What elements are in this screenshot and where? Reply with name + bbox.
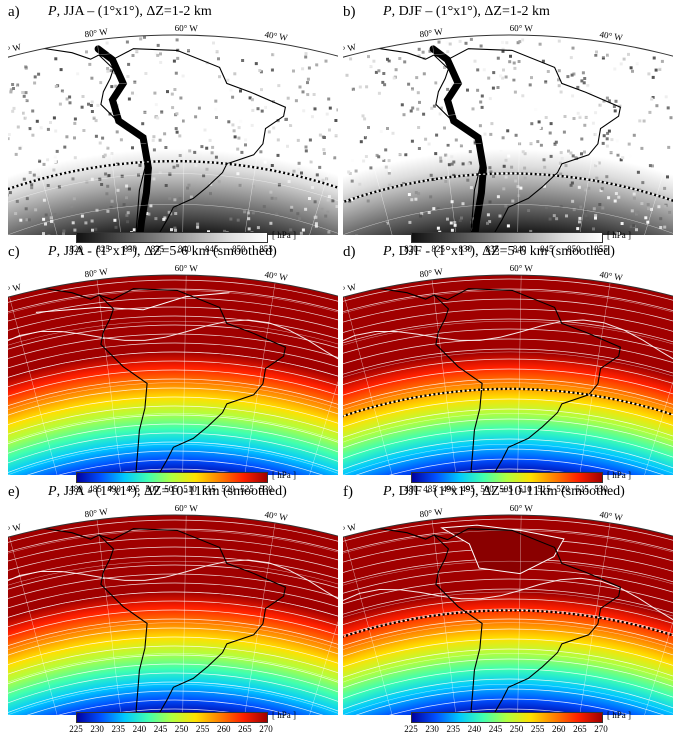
panel-title: P, DJF - (1°x1°), ΔZ=10-11km (smoothed) (383, 484, 625, 500)
longitude-label: 80° W (84, 26, 109, 39)
panel-title-text: , JJA - (1°x1°), ΔZ=5-6 km (smoothed) (57, 244, 277, 259)
panel-title-variable: P (48, 484, 57, 499)
panel-title: P, DJF - (1°x1°), ΔZ=5-6 km (smoothed) (383, 244, 615, 260)
longitude-label: 60° W (510, 23, 534, 33)
colorbar-tick-label: 250 (175, 724, 189, 734)
map-plot: 120° W100° W80° W60° W40° W20° W0°0°20° … (8, 500, 338, 715)
panel-title-variable: P (48, 244, 57, 259)
map-plot: 120° W100° W80° W60° W40° W20° W0°0°20° … (8, 20, 338, 235)
colorbar-unit: [ hPa ] (272, 470, 296, 480)
longitude-label: 60° W (510, 263, 534, 273)
colorbar-tick-label: 240 (468, 724, 482, 734)
colorbar-tick-label: 260 (552, 724, 566, 734)
longitude-label: 80° W (84, 506, 109, 519)
colorbar-unit: [ hPa ] (607, 470, 631, 480)
panel-title: P, JJA - (1°x1°), ΔZ=5-6 km (smoothed) (48, 244, 277, 260)
longitude-label: 40° W (264, 29, 289, 43)
panel-title: P, JJA - (1°x1°), ΔZ=10-11km (smoothed) (48, 484, 287, 500)
colorbar-unit: [ hPa ] (607, 710, 631, 720)
colorbar-tick-label: 260 (217, 724, 231, 734)
colorbar-tick-label: 270 (259, 724, 273, 734)
colorbar-tick-label: 250 (510, 724, 524, 734)
colorbar-tick-label: 255 (196, 724, 210, 734)
colorbar-gradient (76, 472, 268, 483)
longitude-label: 40° W (599, 29, 624, 43)
map-panel-f: f) P, DJF - (1°x1°), ΔZ=10-11km (smoothed… (343, 484, 673, 724)
panel-title-text: , JJA - (1°x1°), ΔZ=10-11km (smoothed) (57, 484, 287, 499)
longitude-label: 80° W (419, 266, 444, 279)
longitude-label: 60° W (175, 23, 199, 33)
map-panel-d: d) P, DJF - (1°x1°), ΔZ=5-6 km (smoothed)… (343, 244, 673, 484)
colorbar-unit: [ hPa ] (272, 710, 296, 720)
colorbar-tick-label: 270 (594, 724, 608, 734)
map-plot: 120° W100° W80° W60° W40° W20° W0°0°20° … (343, 20, 673, 235)
map-panel-e: e) P, JJA - (1°x1°), ΔZ=10-11km (smoothed… (8, 484, 338, 724)
panel-title-text: , DJF – (1°x1°), ΔZ=1-2 km (392, 4, 550, 19)
map-plot: 120° W100° W80° W60° W40° W20° W0°0°20° … (8, 260, 338, 475)
longitude-label: 60° W (175, 263, 199, 273)
colorbar-tick-label: 225 (404, 724, 418, 734)
colorbar-gradient (411, 712, 603, 723)
panel-title-variable: P (48, 4, 57, 19)
colorbar-tick-label: 265 (573, 724, 587, 734)
longitude-label: 60° W (510, 503, 534, 513)
colorbar-gradient (76, 712, 268, 723)
panel-title-text: , DJF - (1°x1°), ΔZ=10-11km (smoothed) (392, 484, 625, 499)
colorbar-tick-label: 240 (133, 724, 147, 734)
panel-title: P, DJF – (1°x1°), ΔZ=1-2 km (383, 4, 550, 20)
longitude-label: 40° W (264, 269, 289, 283)
colorbar-tick-label: 225 (69, 724, 83, 734)
colorbar-tick-label: 245 (489, 724, 503, 734)
longitude-label: 40° W (599, 509, 624, 523)
panel-letter: a) (8, 4, 20, 21)
longitude-label: 80° W (419, 506, 444, 519)
colorbar-gradient (411, 472, 603, 483)
colorbar-unit: [ hPa ] (272, 230, 296, 240)
colorbar-tick-label: 255 (531, 724, 545, 734)
colorbar-tick-label: 235 (446, 724, 460, 734)
colorbar-gradient (411, 232, 603, 243)
longitude-label: 60° W (175, 503, 199, 513)
map-panel-b: b)P, DJF – (1°x1°), ΔZ=1-2 km120° W100° … (343, 4, 673, 244)
longitude-label: 80° W (84, 266, 109, 279)
map-panel-a: a)P, JJA – (1°x1°), ΔZ=1-2 km120° W100° … (8, 4, 338, 244)
colorbar-tick-label: 230 (425, 724, 439, 734)
panel-title-variable: P (383, 244, 392, 259)
map-plot: 120° W100° W80° W60° W40° W20° W0°0°20° … (343, 260, 673, 475)
panel-title-text: , DJF - (1°x1°), ΔZ=5-6 km (smoothed) (392, 244, 615, 259)
colorbar-tick-label: 265 (238, 724, 252, 734)
colorbar-gradient (76, 232, 268, 243)
map-panel-c: c) P, JJA - (1°x1°), ΔZ=5-6 km (smoothed)… (8, 244, 338, 484)
colorbar-tick-label: 230 (90, 724, 104, 734)
panel-letter: b) (343, 4, 356, 21)
panel-title: P, JJA – (1°x1°), ΔZ=1-2 km (48, 4, 212, 20)
colorbar-unit: [ hPa ] (607, 230, 631, 240)
panel-title-variable: P (383, 484, 392, 499)
panel-letter: f) (343, 484, 353, 501)
longitude-label: 40° W (264, 509, 289, 523)
panel-title-text: , JJA – (1°x1°), ΔZ=1-2 km (57, 4, 212, 19)
colorbar-tick-label: 235 (111, 724, 125, 734)
longitude-label: 40° W (599, 269, 624, 283)
colorbar-tick-label: 245 (154, 724, 168, 734)
longitude-label: 80° W (419, 26, 444, 39)
panel-letter: d) (343, 244, 356, 261)
panel-title-variable: P (383, 4, 392, 19)
map-plot: 120° W100° W80° W60° W40° W20° W0°0°20° … (343, 500, 673, 715)
panel-letter: c) (8, 244, 20, 261)
panel-letter: e) (8, 484, 20, 501)
